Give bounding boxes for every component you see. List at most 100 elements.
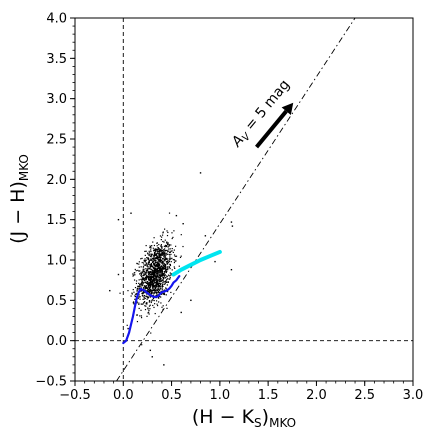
- data-point: [159, 278, 161, 281]
- data-point: [148, 260, 150, 262]
- data-point: [151, 268, 153, 270]
- data-point: [165, 287, 167, 289]
- data-point: [156, 276, 158, 278]
- data-point: [153, 255, 155, 257]
- data-point: [157, 247, 159, 249]
- y-axis-label: (J − H)MKO: [7, 154, 31, 244]
- data-point: [150, 280, 152, 282]
- data-point: [173, 266, 175, 268]
- data-point: [139, 296, 141, 298]
- data-point: [152, 281, 154, 284]
- data-point: [151, 300, 153, 302]
- data-point: [153, 285, 155, 288]
- data-point: [162, 267, 164, 269]
- data-point: [151, 278, 153, 281]
- data-point: [143, 270, 145, 272]
- data-point: [142, 288, 145, 290]
- data-point: [160, 239, 162, 241]
- data-point: [166, 242, 169, 244]
- data-point: [161, 270, 163, 272]
- data-point: [138, 282, 140, 284]
- data-point: [164, 239, 166, 241]
- data-point: [163, 272, 165, 275]
- data-point: [142, 275, 144, 277]
- data-point: [145, 264, 147, 266]
- data-point: [164, 266, 167, 268]
- data-point: [154, 257, 156, 259]
- data-point: [166, 275, 168, 277]
- data-point: [152, 280, 154, 282]
- data-point: [157, 258, 159, 260]
- data-point: [158, 277, 160, 279]
- data-point: [164, 277, 166, 279]
- data-point: [155, 291, 157, 294]
- data-point: [146, 298, 148, 300]
- data-point: [147, 269, 149, 271]
- data-point: [174, 260, 176, 262]
- data-point: [167, 290, 169, 293]
- data-point: [156, 255, 159, 257]
- data-point: [230, 268, 233, 271]
- data-point: [160, 253, 162, 255]
- data-point: [165, 271, 167, 274]
- data-point: [157, 274, 159, 277]
- data-point: [180, 255, 182, 257]
- data-point: [165, 258, 168, 260]
- data-point: [160, 287, 162, 289]
- data-point: [130, 295, 132, 297]
- data-point: [154, 312, 156, 315]
- data-point: [159, 268, 162, 270]
- data-point: [144, 285, 146, 287]
- data-point: [138, 303, 140, 305]
- data-point: [148, 305, 151, 307]
- data-point: [166, 278, 168, 281]
- data-point: [158, 260, 160, 262]
- data-point: [148, 309, 150, 312]
- data-point: [141, 279, 143, 281]
- data-point: [153, 276, 155, 278]
- data-point: [138, 288, 141, 290]
- data-point: [180, 311, 182, 314]
- data-point: [164, 244, 167, 247]
- data-point: [144, 258, 146, 260]
- data-point: [159, 266, 161, 268]
- data-point: [150, 249, 152, 251]
- data-point: [139, 283, 141, 285]
- data-point: [166, 276, 168, 278]
- data-point: [144, 264, 146, 266]
- data-point: [157, 279, 159, 281]
- data-point: [145, 274, 147, 276]
- data-point: [142, 269, 144, 272]
- data-point: [161, 286, 163, 288]
- data-point: [143, 274, 146, 276]
- data-point: [161, 279, 163, 281]
- data-point: [168, 258, 170, 260]
- data-point: [134, 293, 137, 295]
- data-point: [148, 273, 150, 275]
- data-point: [144, 278, 147, 280]
- data-point: [151, 270, 153, 272]
- data-point: [168, 275, 170, 277]
- data-point: [166, 241, 168, 243]
- data-point: [162, 250, 164, 253]
- data-point: [152, 241, 154, 243]
- data-point: [150, 254, 153, 256]
- data-point: [158, 253, 160, 255]
- data-point: [164, 259, 166, 262]
- reference-lines: [75, 18, 413, 381]
- data-point: [146, 265, 148, 267]
- data-point: [159, 259, 161, 262]
- data-point: [163, 364, 165, 366]
- data-point: [162, 231, 164, 233]
- data-point: [133, 291, 135, 293]
- data-point: [155, 295, 157, 297]
- data-point: [109, 289, 111, 292]
- data-point: [153, 306, 155, 309]
- data-point: [137, 297, 139, 300]
- data-point: [150, 277, 152, 279]
- data-point: [156, 294, 158, 296]
- data-point: [161, 275, 163, 277]
- data-point: [157, 285, 159, 287]
- data-point: [166, 261, 168, 263]
- data-point: [165, 267, 167, 269]
